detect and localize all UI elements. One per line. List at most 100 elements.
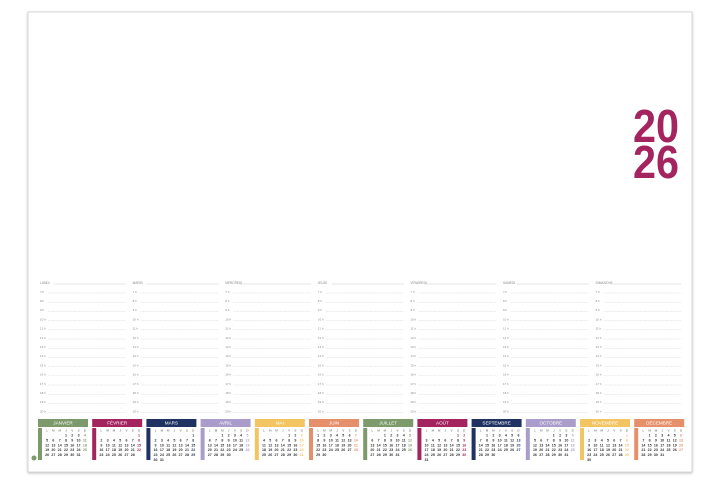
date-number: 29 [383,453,387,457]
date-number: 5 [409,433,411,437]
hour-label: 16 h [596,373,602,377]
date-number: 4 [403,433,405,437]
date-number: 15 [648,443,652,447]
date-number: 29 [220,453,224,457]
date-number: 7 [451,438,453,442]
weekday-letter: J [499,428,501,432]
date-number: 9 [71,438,73,442]
date-number: 1 [457,433,459,437]
date-number: 15 [64,443,68,447]
weekday-letter: S [674,428,676,432]
date-number: 4 [505,433,507,437]
hour-label: 11 h [225,327,231,331]
hour-label: 8 h [318,299,323,303]
date-number: 19 [118,448,122,452]
date-number: 21 [354,443,358,447]
date-number: 25 [112,453,116,457]
date-number: 20 [612,448,616,452]
date-number: 2 [492,433,494,437]
date-number: 29 [191,453,195,457]
date-number: 30 [389,453,393,457]
hour-label: 20 h [225,409,231,413]
date-number: 25 [83,448,87,452]
date-number: 20 [348,443,352,447]
weekday-letter: S [240,428,242,432]
weekday-letter: M [58,428,61,432]
weekday-letter: V [451,428,453,432]
weekday-letter: D [626,428,629,432]
weekday-letter: D [572,428,575,432]
hour-label: 15 h [410,363,416,367]
month-name: JANVIER [53,421,73,426]
date-number: 8 [65,438,67,442]
date-number: 14 [58,443,62,447]
week-strip [580,428,584,460]
date-number: 12 [606,443,610,447]
date-number: 23 [558,448,562,452]
date-number: 28 [58,453,62,457]
date-number: 2 [323,433,325,437]
weekday-letter: M [594,428,597,432]
date-number: 27 [612,453,616,457]
date-number: 2 [655,433,657,437]
date-number: 21 [546,448,550,452]
date-number: 13 [370,443,374,447]
date-number: 10 [395,438,399,442]
date-number: 30 [491,453,495,457]
date-number: 8 [649,438,651,442]
weekday-letter: D [680,428,683,432]
date-number: 12 [341,438,345,442]
weekday-letter: J [553,428,555,432]
weekday-letter: D [246,428,249,432]
weekday-letter: L [101,428,103,432]
hour-label: 14 h [503,354,509,358]
date-number: 10 [106,443,110,447]
weekday-letter: V [180,428,182,432]
date-number: 8 [384,438,386,442]
weekday-letter: S [565,428,567,432]
date-number: 6 [517,433,519,437]
date-number: 11 [667,438,671,442]
date-number: 18 [83,443,87,447]
date-number: 27 [179,453,183,457]
date-number: 12 [172,443,176,447]
date-number: 22 [220,448,224,452]
month-header [146,419,197,427]
hour-label: 16 h [503,373,509,377]
day-header: MARDI [133,281,143,285]
weekday-letter: L [480,428,482,432]
date-number: 16 [462,443,466,447]
month-name: JUIN [329,421,339,426]
date-number: 31 [300,453,304,457]
date-number: 2 [463,433,465,437]
date-number: 13 [179,443,183,447]
date-number: 12 [437,443,441,447]
date-number: 1 [317,433,319,437]
hour-label: 16 h [225,373,231,377]
date-number: 25 [431,453,435,457]
hour-label: 14 h [225,354,231,358]
hour-label: 14 h [410,354,416,358]
date-number: 22 [552,448,556,452]
date-number: 1 [65,433,67,437]
date-number: 21 [377,448,381,452]
hour-label: 7 h [40,290,45,294]
hour-label: 15 h [40,363,46,367]
weekday-letter: J [282,428,284,432]
date-number: 15 [287,443,291,447]
date-number: 15 [220,443,224,447]
weekday-letter: M [432,428,435,432]
date-number: 23 [654,448,658,452]
hour-label: 10 h [503,317,509,321]
weekday-letter: S [294,428,296,432]
date-number: 14 [354,438,358,442]
hour-label: 19 h [318,400,324,404]
weekday-letter: J [390,428,392,432]
date-number: 6 [125,438,127,442]
weekday-letter: M [161,428,164,432]
hour-label: 13 h [410,345,416,349]
hour-label: 13 h [596,345,602,349]
date-number: 18 [504,443,508,447]
date-number: 17 [329,443,333,447]
date-number: 15 [485,443,489,447]
